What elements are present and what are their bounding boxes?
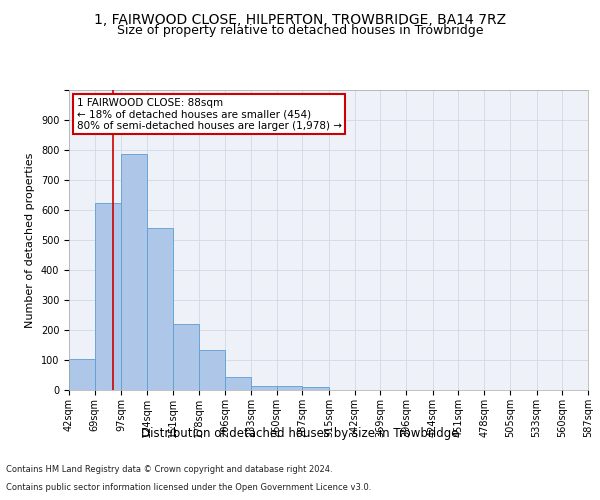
- Bar: [225, 378, 251, 390]
- Bar: [277, 386, 302, 390]
- Bar: [147, 228, 173, 390]
- Bar: [251, 386, 277, 390]
- Bar: [95, 202, 121, 390]
- Text: 1, FAIRWOOD CLOSE, HILPERTON, TROWBRIDGE, BA14 7RZ: 1, FAIRWOOD CLOSE, HILPERTON, TROWBRIDGE…: [94, 12, 506, 26]
- Text: Size of property relative to detached houses in Trowbridge: Size of property relative to detached ho…: [117, 24, 483, 37]
- Y-axis label: Number of detached properties: Number of detached properties: [25, 152, 35, 328]
- Text: 1 FAIRWOOD CLOSE: 88sqm
← 18% of detached houses are smaller (454)
80% of semi-d: 1 FAIRWOOD CLOSE: 88sqm ← 18% of detache…: [77, 98, 342, 130]
- Bar: [302, 387, 329, 390]
- Text: Contains HM Land Registry data © Crown copyright and database right 2024.: Contains HM Land Registry data © Crown c…: [6, 465, 332, 474]
- Text: Distribution of detached houses by size in Trowbridge: Distribution of detached houses by size …: [141, 428, 459, 440]
- Bar: [173, 324, 199, 390]
- Bar: [69, 359, 95, 390]
- Bar: [121, 154, 147, 390]
- Bar: [199, 350, 225, 390]
- Text: Contains public sector information licensed under the Open Government Licence v3: Contains public sector information licen…: [6, 483, 371, 492]
